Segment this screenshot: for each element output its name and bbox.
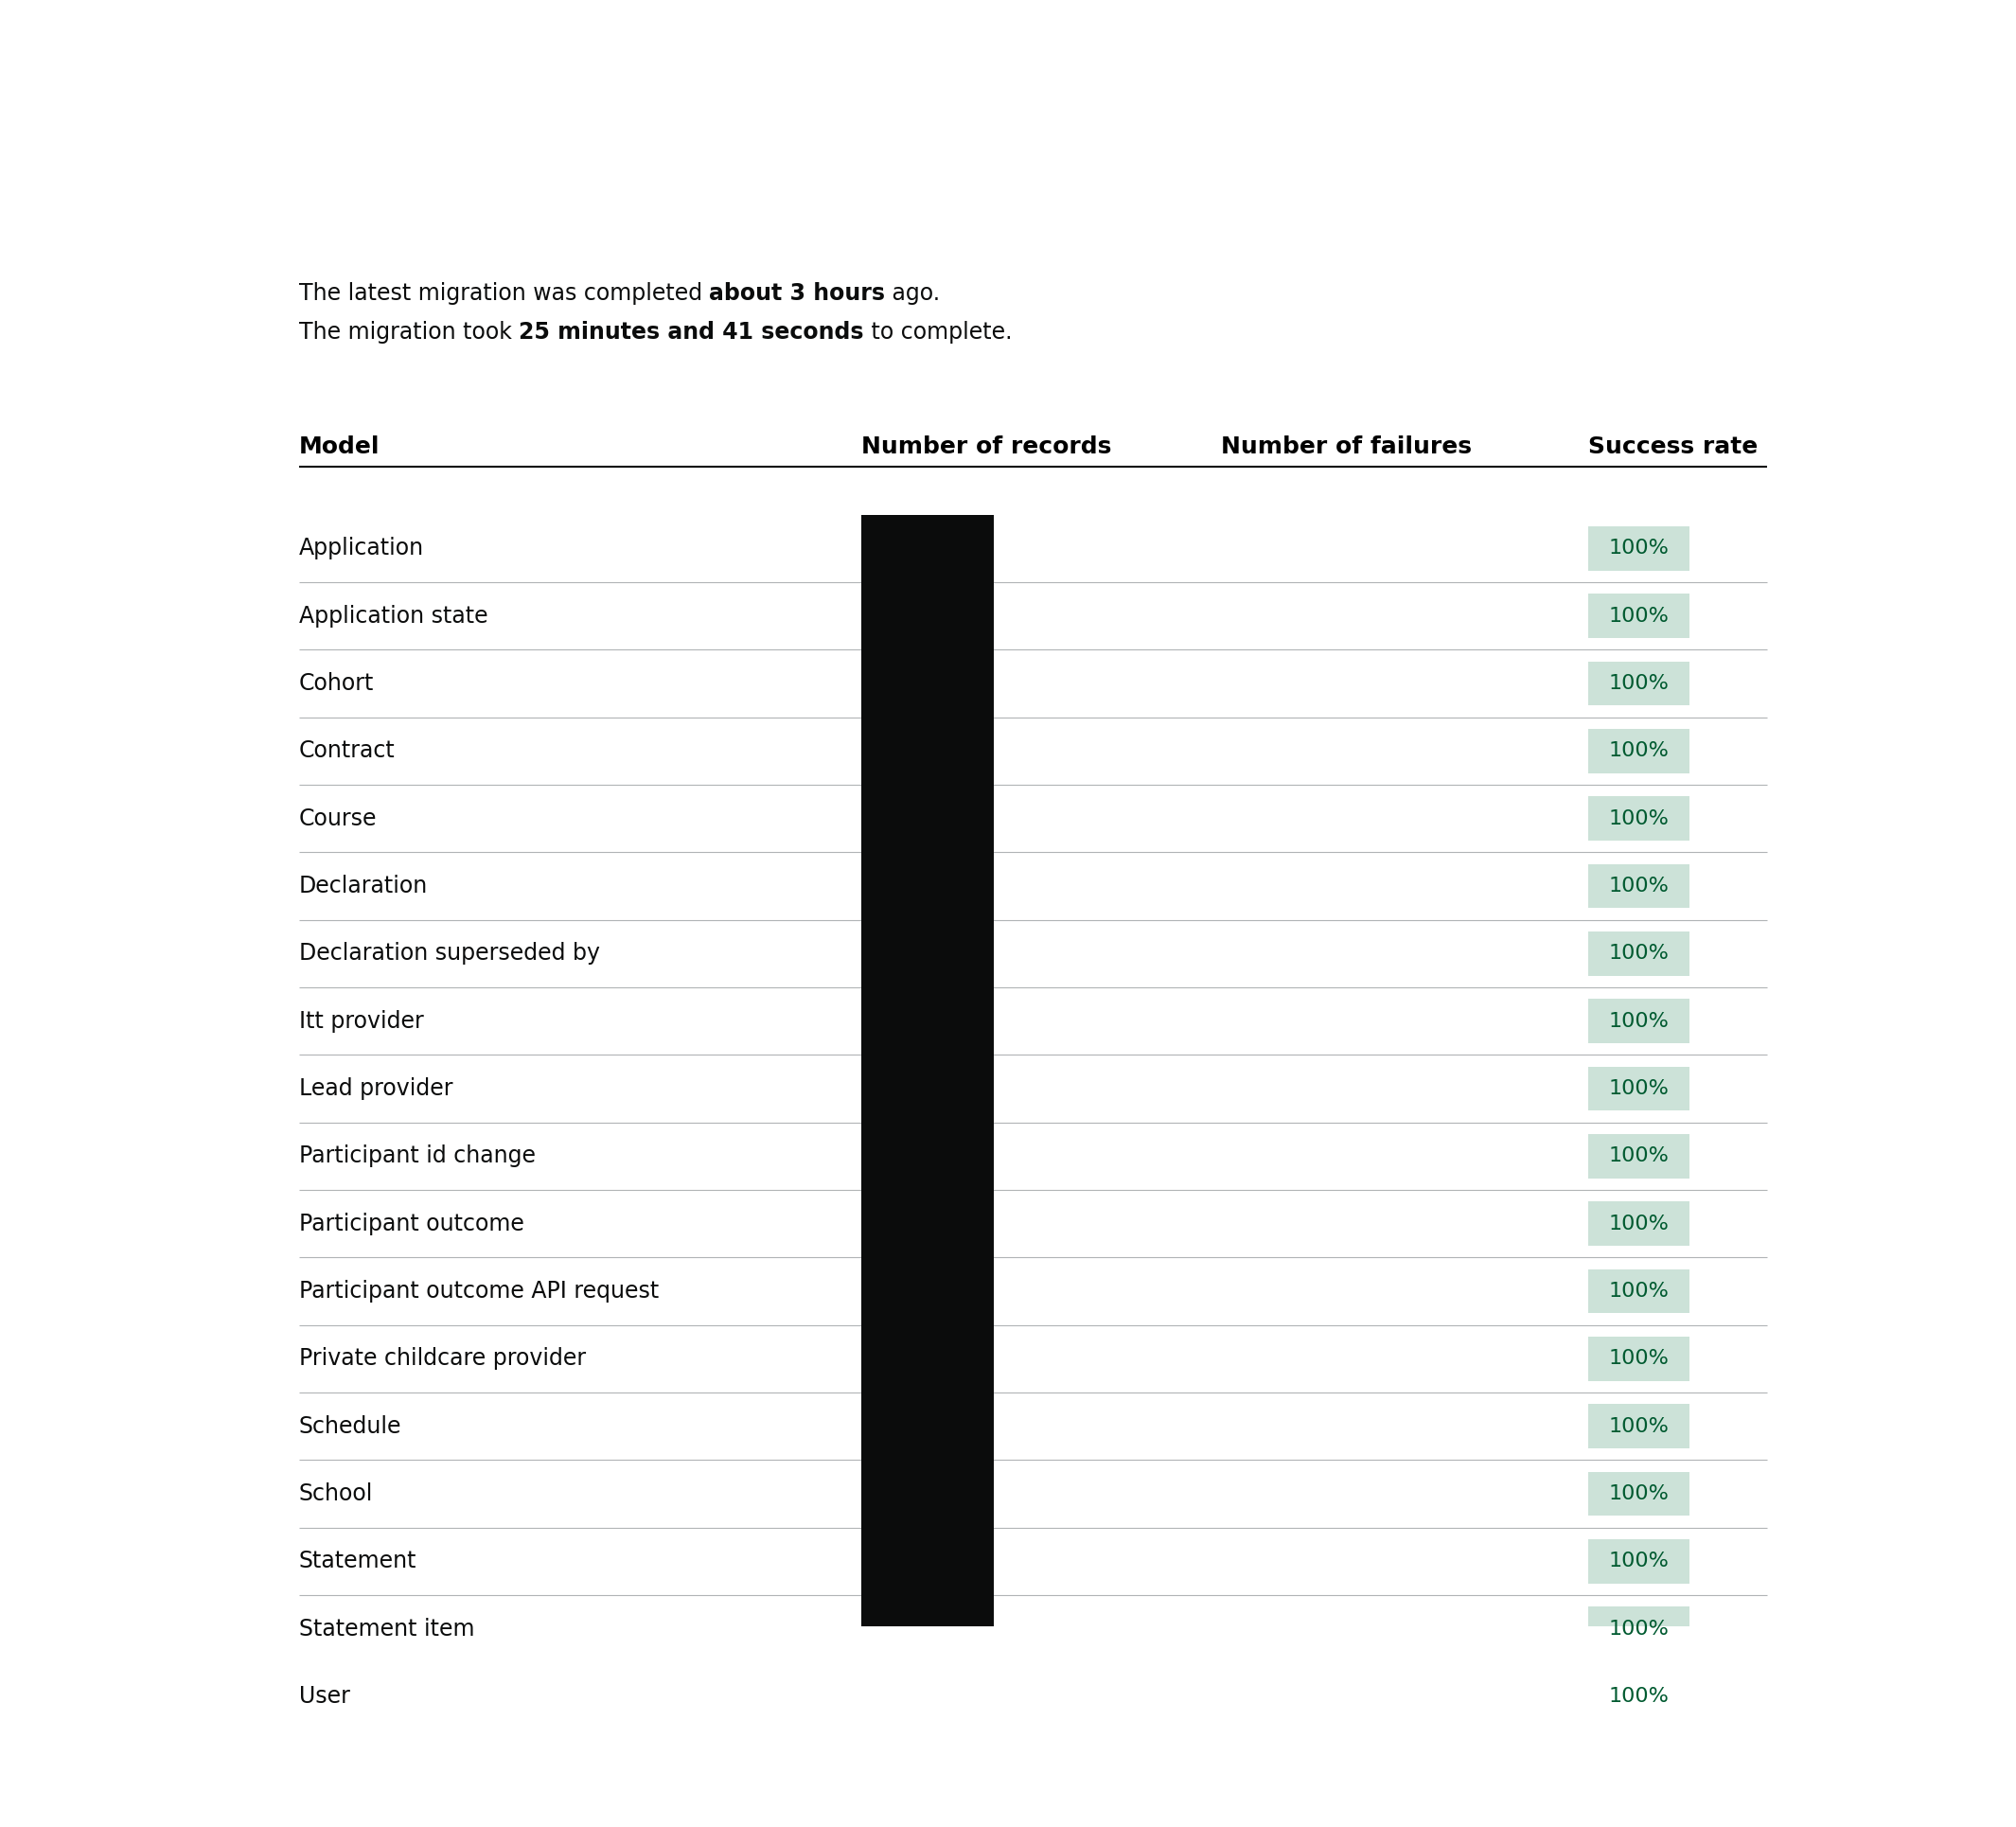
FancyBboxPatch shape bbox=[1589, 1135, 1689, 1178]
Text: 100%: 100% bbox=[1609, 674, 1669, 692]
Text: 100%: 100% bbox=[1609, 1147, 1669, 1166]
Text: 100%: 100% bbox=[1609, 1350, 1669, 1368]
FancyBboxPatch shape bbox=[1589, 729, 1689, 773]
Text: 100%: 100% bbox=[1609, 1686, 1669, 1706]
FancyBboxPatch shape bbox=[1589, 526, 1689, 570]
Text: The migration took: The migration took bbox=[298, 320, 518, 343]
Text: 100%: 100% bbox=[1609, 1080, 1669, 1098]
Text: 100%: 100% bbox=[1609, 742, 1669, 760]
Text: 100%: 100% bbox=[1609, 945, 1669, 963]
FancyBboxPatch shape bbox=[1589, 864, 1689, 908]
Text: 100%: 100% bbox=[1609, 607, 1669, 625]
Text: Declaration: Declaration bbox=[298, 875, 427, 897]
Text: 100%: 100% bbox=[1609, 1416, 1669, 1436]
FancyBboxPatch shape bbox=[1589, 932, 1689, 976]
FancyBboxPatch shape bbox=[1589, 1405, 1689, 1449]
FancyBboxPatch shape bbox=[1589, 661, 1689, 705]
Text: Declaration superseded by: Declaration superseded by bbox=[298, 943, 601, 965]
Text: Statement: Statement bbox=[298, 1549, 417, 1573]
Text: Application: Application bbox=[298, 537, 423, 559]
Text: Model: Model bbox=[298, 435, 379, 459]
Text: 100%: 100% bbox=[1609, 877, 1669, 895]
Text: Statement item: Statement item bbox=[298, 1617, 474, 1641]
Text: about 3 hours: about 3 hours bbox=[710, 283, 885, 305]
Text: Number of records: Number of records bbox=[861, 435, 1111, 459]
Text: 100%: 100% bbox=[1609, 809, 1669, 828]
FancyBboxPatch shape bbox=[861, 515, 994, 1730]
FancyBboxPatch shape bbox=[1589, 1674, 1689, 1719]
FancyBboxPatch shape bbox=[1589, 1202, 1689, 1246]
FancyBboxPatch shape bbox=[1589, 1337, 1689, 1381]
Text: 100%: 100% bbox=[1609, 539, 1669, 557]
FancyBboxPatch shape bbox=[1589, 594, 1689, 638]
Text: 25 minutes and 41 seconds: 25 minutes and 41 seconds bbox=[518, 320, 863, 343]
Text: 100%: 100% bbox=[1609, 1215, 1669, 1233]
Text: Participant id change: Participant id change bbox=[298, 1146, 536, 1167]
Text: Number of failures: Number of failures bbox=[1222, 435, 1472, 459]
FancyBboxPatch shape bbox=[1589, 797, 1689, 840]
Text: 100%: 100% bbox=[1609, 1484, 1669, 1504]
Text: The latest migration was completed: The latest migration was completed bbox=[298, 283, 710, 305]
Text: 100%: 100% bbox=[1609, 1551, 1669, 1571]
Text: Success rate: Success rate bbox=[1589, 435, 1758, 459]
Text: Contract: Contract bbox=[298, 740, 395, 762]
Text: School: School bbox=[298, 1482, 373, 1505]
FancyBboxPatch shape bbox=[1589, 1540, 1689, 1584]
Text: to complete.: to complete. bbox=[863, 320, 1012, 343]
FancyBboxPatch shape bbox=[1589, 1067, 1689, 1111]
Text: Application state: Application state bbox=[298, 605, 488, 627]
Text: 100%: 100% bbox=[1609, 1283, 1669, 1301]
FancyBboxPatch shape bbox=[1589, 1473, 1689, 1516]
Text: Lead provider: Lead provider bbox=[298, 1078, 454, 1100]
Text: 100%: 100% bbox=[1609, 1012, 1669, 1030]
FancyBboxPatch shape bbox=[1589, 1608, 1689, 1652]
Text: Schedule: Schedule bbox=[298, 1414, 401, 1438]
Text: Participant outcome API request: Participant outcome API request bbox=[298, 1281, 659, 1303]
Text: 100%: 100% bbox=[1609, 1619, 1669, 1639]
Text: Private childcare provider: Private childcare provider bbox=[298, 1346, 587, 1370]
Text: Participant outcome: Participant outcome bbox=[298, 1213, 524, 1235]
FancyBboxPatch shape bbox=[1589, 1270, 1689, 1314]
Text: Itt provider: Itt provider bbox=[298, 1010, 423, 1032]
Text: Cohort: Cohort bbox=[298, 672, 375, 694]
Text: User: User bbox=[298, 1684, 351, 1708]
Text: ago.: ago. bbox=[885, 283, 939, 305]
Text: Course: Course bbox=[298, 808, 377, 829]
FancyBboxPatch shape bbox=[1589, 999, 1689, 1043]
